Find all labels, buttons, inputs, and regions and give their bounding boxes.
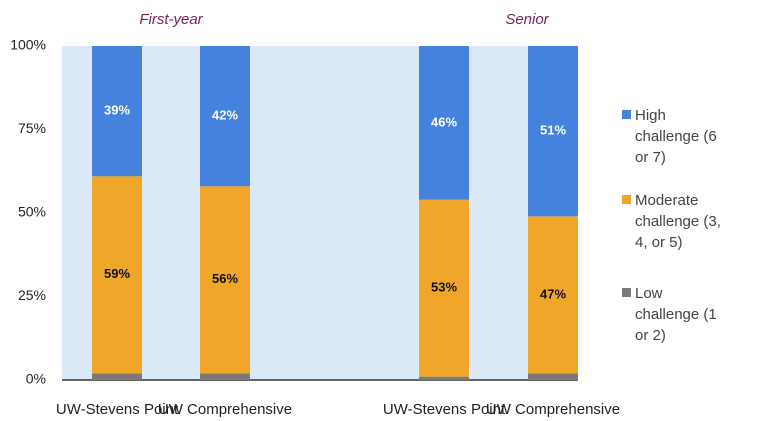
bar-segment [200, 373, 250, 380]
bar-segment [92, 46, 142, 177]
legend-swatch [622, 288, 631, 297]
legend-item: Moderate challenge (3, 4, or 5) [622, 190, 767, 253]
plot-background [62, 46, 578, 380]
legend-item: High challenge (6 or 7) [622, 105, 767, 168]
legend-item: Low challenge (1 or 2) [622, 283, 767, 346]
x-tick-label: UW-Stevens Point [56, 401, 179, 418]
data-label: 47% [540, 286, 566, 301]
legend-swatch [622, 195, 631, 204]
bar-segment [419, 376, 469, 380]
legend-label: Low challenge (1 or 2) [635, 285, 717, 344]
data-label: 46% [431, 114, 457, 129]
bar-segment [92, 176, 142, 374]
y-tick-label: 25% [18, 287, 46, 303]
bar-segment [528, 373, 578, 380]
bar-segment [528, 46, 578, 217]
y-tick-label: 75% [18, 120, 46, 136]
data-label: 42% [212, 108, 238, 123]
x-tick-label: UW Comprehensive [158, 401, 292, 418]
data-label: 56% [212, 271, 238, 286]
legend-swatch [622, 110, 631, 119]
legend-label: Moderate challenge (3, 4, or 5) [635, 192, 721, 251]
bar-segment [419, 199, 469, 377]
bar-segment [92, 373, 142, 380]
y-tick-label: 100% [10, 37, 46, 53]
panel-title: Senior [505, 11, 549, 28]
x-tick-label: UW-Stevens Point [383, 401, 506, 418]
y-tick-label: 50% [18, 204, 46, 220]
bar-segment [528, 216, 578, 374]
bar-segment [200, 46, 250, 187]
bar-segment [200, 186, 250, 374]
bar-segment [419, 46, 469, 200]
data-label: 59% [104, 266, 130, 281]
legend-label: High challenge (6 or 7) [635, 107, 717, 166]
x-tick-label: UW Comprehensive [486, 401, 620, 418]
data-label: 39% [104, 103, 130, 118]
y-tick-label: 0% [26, 371, 46, 387]
data-label: 53% [431, 280, 457, 295]
data-label: 51% [540, 123, 566, 138]
panel-title: First-year [139, 11, 203, 28]
